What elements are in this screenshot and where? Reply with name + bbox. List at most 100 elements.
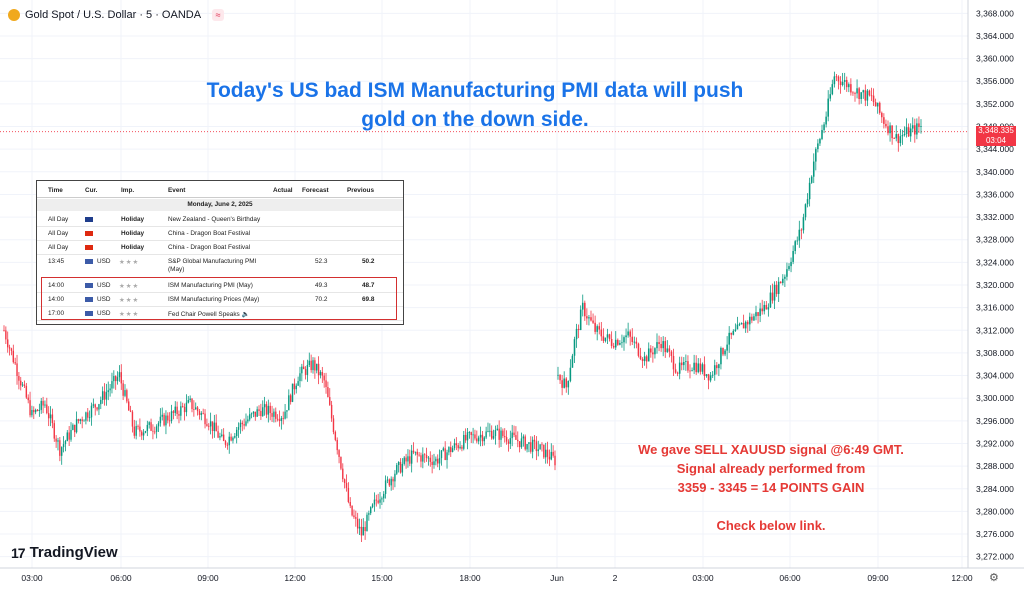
candle xyxy=(332,415,335,435)
candle xyxy=(247,415,249,424)
price-tick-label: 3,324.000 xyxy=(976,257,1014,267)
candle xyxy=(571,353,574,368)
calendar-date-row: Monday, June 2, 2025 xyxy=(37,199,403,211)
calendar-importance: ★★★ xyxy=(119,311,140,318)
candle xyxy=(327,381,329,398)
candle xyxy=(563,371,565,389)
candle xyxy=(407,449,409,468)
candle xyxy=(530,436,532,454)
time-axis[interactable]: 03:00 06:00 09:00 12:00 15:00 18:00 Jun 2 03:00 0… xyxy=(21,573,973,583)
candle xyxy=(522,434,525,447)
candle xyxy=(850,78,852,96)
candle xyxy=(373,492,376,512)
calendar-time: All Day xyxy=(48,230,69,237)
candle xyxy=(258,405,260,416)
candle xyxy=(920,119,922,134)
candle xyxy=(905,118,908,138)
candle xyxy=(336,437,338,455)
candle xyxy=(7,331,9,353)
candle xyxy=(446,449,448,469)
candle xyxy=(234,433,236,439)
candle xyxy=(418,452,420,457)
candle xyxy=(606,328,609,345)
calendar-event: S&P Global Manufacturing PMI xyxy=(168,258,257,265)
candle xyxy=(371,503,374,509)
candle xyxy=(876,102,879,114)
price-tick-label: 3,340.000 xyxy=(976,167,1014,177)
candle xyxy=(211,421,214,439)
candle xyxy=(107,381,109,401)
candle xyxy=(812,153,815,184)
candle xyxy=(588,315,590,326)
candle xyxy=(59,436,61,462)
candle xyxy=(769,285,772,309)
candle xyxy=(293,378,296,395)
candle xyxy=(598,322,601,335)
candle xyxy=(396,463,398,476)
candle xyxy=(401,458,404,477)
candle xyxy=(541,442,543,452)
price-axis[interactable]: 3,272.000 3,276.000 3,280.000 3,284.000 3,28… xyxy=(976,8,1014,561)
candle xyxy=(470,431,472,443)
candle xyxy=(442,446,445,452)
candle xyxy=(330,400,333,422)
candle xyxy=(325,372,327,394)
candle xyxy=(852,91,854,96)
candle xyxy=(590,310,592,322)
candle xyxy=(509,430,512,449)
candle xyxy=(806,193,809,208)
candle xyxy=(96,406,98,412)
candle xyxy=(526,443,528,453)
candle xyxy=(761,299,763,315)
candle xyxy=(860,92,862,104)
candle xyxy=(660,337,662,352)
candle xyxy=(531,436,534,459)
candle xyxy=(518,441,521,453)
tradingview-logo[interactable]: 17 TradingView xyxy=(11,544,118,561)
candle xyxy=(284,404,286,420)
candle xyxy=(463,430,465,451)
candle xyxy=(362,518,364,536)
candle xyxy=(567,380,570,395)
current-price-label: 3,348.335 03:04 xyxy=(976,126,1016,146)
candle xyxy=(159,408,162,427)
symbol-header[interactable]: Gold Spot / U.S. Dollar · 5 · OANDA ≈ xyxy=(8,9,225,21)
candle xyxy=(623,335,625,351)
candle xyxy=(753,313,755,322)
candle xyxy=(70,422,72,442)
candle xyxy=(749,312,751,331)
symbol-title: Gold Spot / U.S. Dollar · 5 · OANDA xyxy=(25,9,202,21)
candle xyxy=(821,124,823,141)
calendar-currency: USD xyxy=(97,310,111,317)
candle xyxy=(152,424,154,440)
gear-icon[interactable]: ⚙ xyxy=(989,572,999,584)
candle xyxy=(656,333,658,354)
candle xyxy=(676,371,679,377)
candle xyxy=(196,405,199,416)
price-tick-label: 3,280.000 xyxy=(976,506,1014,516)
candle xyxy=(25,382,28,399)
candle xyxy=(329,388,331,406)
candle xyxy=(870,87,873,102)
candle xyxy=(306,359,309,382)
candle xyxy=(295,383,297,394)
candle xyxy=(414,451,417,456)
price-tick-label: 3,360.000 xyxy=(976,54,1014,64)
candle xyxy=(433,453,435,469)
candle xyxy=(416,448,418,463)
candle xyxy=(645,354,648,369)
price-tick-label: 3,304.000 xyxy=(976,371,1014,381)
candle xyxy=(468,431,471,439)
approx-icon[interactable]: ≈ xyxy=(212,9,225,21)
candle xyxy=(742,314,745,329)
candle xyxy=(897,133,900,152)
candle xyxy=(889,122,891,142)
candle xyxy=(711,370,714,379)
candle xyxy=(672,348,675,377)
calendar-time: All Day xyxy=(48,244,69,251)
candle xyxy=(403,456,405,466)
candle xyxy=(20,376,22,391)
candle xyxy=(46,397,48,415)
candle xyxy=(191,398,193,413)
candle xyxy=(914,118,916,143)
